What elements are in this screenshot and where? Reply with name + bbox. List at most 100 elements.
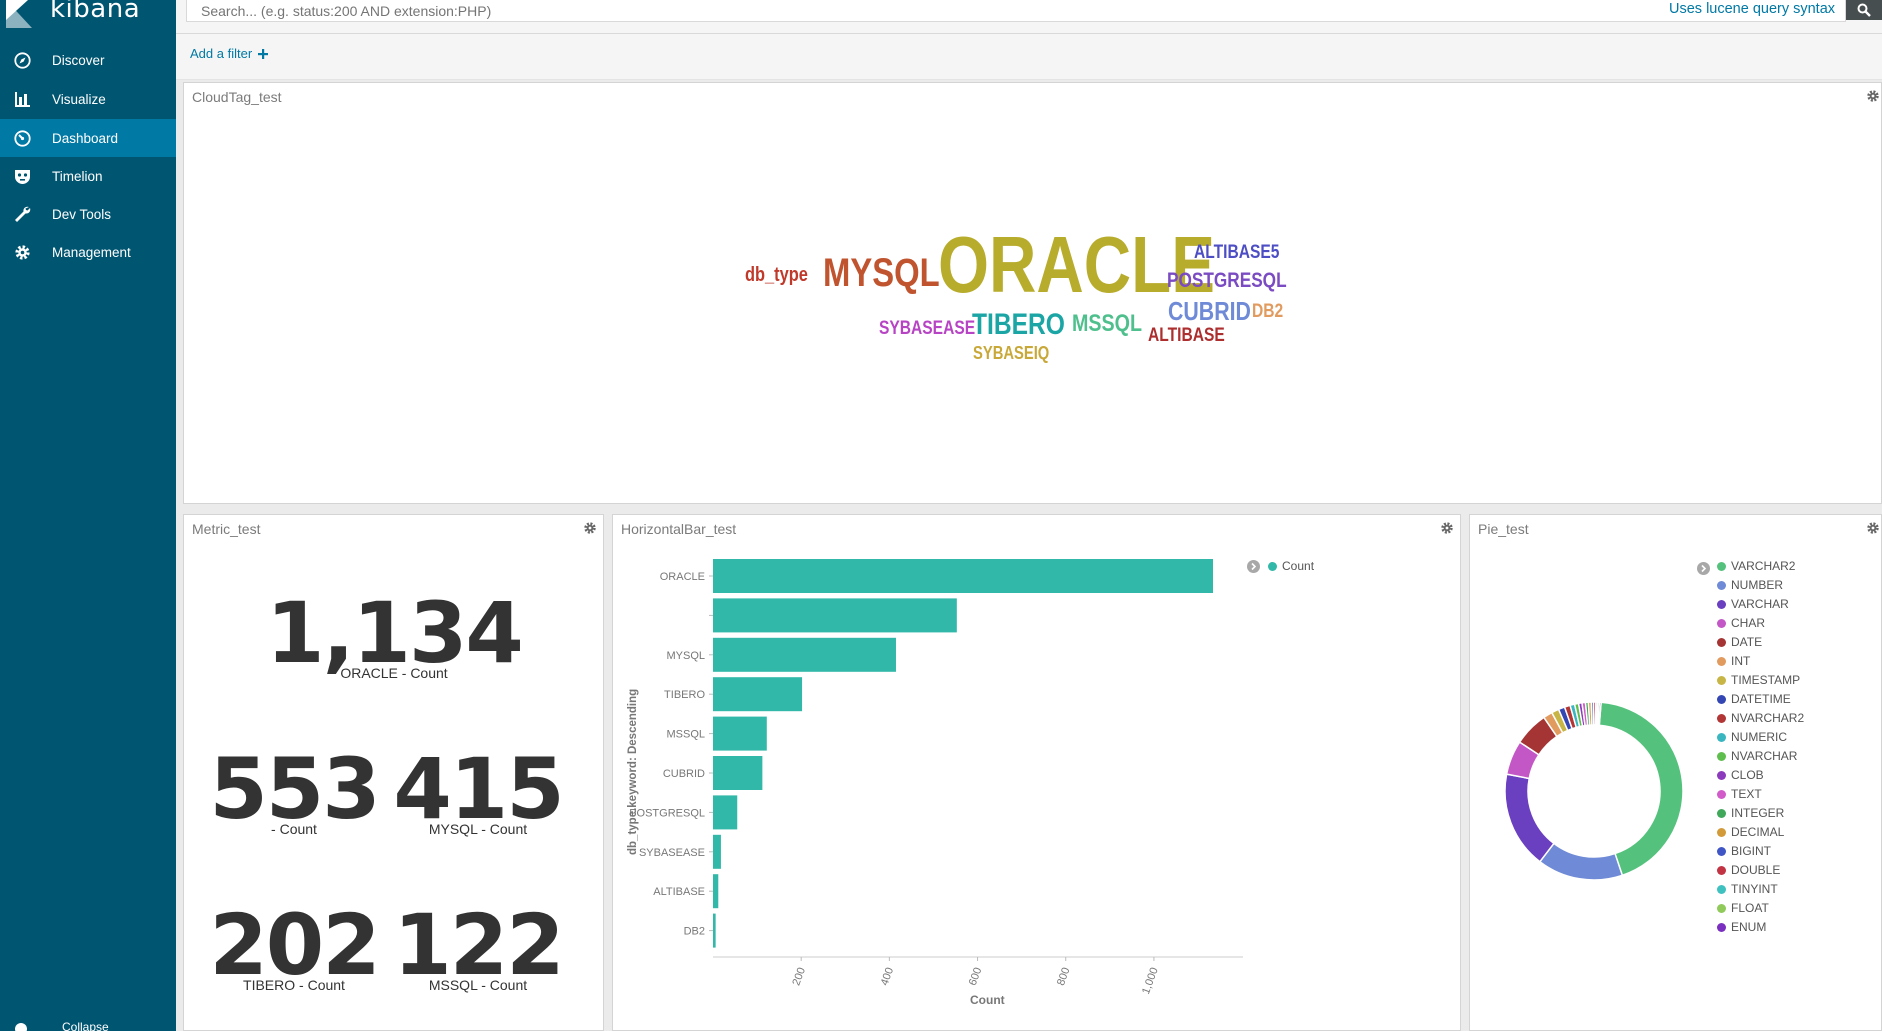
wrench-icon [13,205,31,223]
bar[interactable] [713,874,719,909]
legend-dot [1717,847,1726,856]
query-bar: Uses lucene query syntax [176,0,1882,34]
metric-value: 1,134 [266,584,524,682]
legend-toggle-icon[interactable] [1247,560,1260,573]
legend-item[interactable]: DECIMAL [1717,825,1877,844]
legend-item[interactable]: INTEGER [1717,806,1877,825]
legend-item[interactable]: DOUBLE [1717,863,1877,882]
metric-label: ORACLE - Count [340,665,448,681]
legend-item[interactable]: BIGINT [1717,844,1877,863]
cloud-word[interactable]: SYBASEIQ [973,343,1050,363]
legend-label: ENUM [1731,920,1767,934]
cloud-word[interactable]: ALTIBASE [1148,325,1225,346]
legend-label: INT [1731,654,1751,668]
bar[interactable] [713,795,738,830]
legend-label: NUMBER [1731,578,1784,592]
cloud-word[interactable]: DB2 [1252,301,1284,322]
pie-slice[interactable] [1598,701,1684,877]
bar[interactable] [713,637,896,672]
legend-item[interactable]: INT [1717,654,1877,673]
cloud-word[interactable]: SYBASEASE [879,318,976,339]
y-tick-label: POSTGRESQL [629,807,705,819]
legend-item[interactable]: VARCHAR2 [1717,559,1877,578]
legend-item[interactable]: TIMESTAMP [1717,673,1877,692]
brand-name: kibana [50,0,141,24]
plus-icon [257,49,268,59]
legend-item[interactable]: NUMERIC [1717,730,1877,749]
y-tick-label: MYSQL [666,650,705,662]
legend-item[interactable]: ENUM [1717,920,1877,939]
cloud-panel: CloudTag_test db_type MYSQL ORACLE ALTIB… [183,82,1882,504]
bar[interactable] [713,559,1213,593]
legend-dot [1717,790,1726,799]
bar[interactable] [713,598,957,633]
collapse-button[interactable]: Collapse [10,1018,160,1031]
legend-item[interactable]: DATE [1717,635,1877,654]
legend-item[interactable]: Count [1268,559,1314,573]
bar[interactable] [713,834,721,869]
search-input[interactable] [186,0,1846,22]
legend-item[interactable]: CHAR [1717,616,1877,635]
cloud-word[interactable]: MSSQL [1072,310,1142,337]
cloud-word[interactable]: ALTIBASE5 [1194,242,1280,263]
sidebar-item-discover[interactable]: Discover [0,41,176,79]
panel-gear-icon[interactable] [1866,521,1880,535]
sidebar-item-management[interactable]: Management [0,233,176,271]
sidebar-item-visualize[interactable]: Visualize [0,80,176,118]
metric-label: TIBERO - Count [243,977,345,993]
legend-label: INTEGER [1731,806,1785,820]
kibana-logo[interactable]: kibana [0,0,176,40]
sidebar-item-dashboard[interactable]: Dashboard [0,119,176,157]
bar[interactable] [713,913,716,948]
metric-label: MYSQL - Count [428,821,528,837]
panel-gear-icon[interactable] [1866,89,1880,103]
cloud-word[interactable]: CUBRID [1168,296,1251,326]
x-tick-label: 800 [1055,966,1073,987]
legend-dot [1717,828,1726,837]
legend-item[interactable]: NVARCHAR [1717,749,1877,768]
panel-gear-icon[interactable] [583,521,597,535]
cloud-word[interactable]: db_type [745,264,808,286]
bar[interactable] [713,677,803,712]
legend-item[interactable]: TINYINT [1717,882,1877,901]
sidebar-item-dev-tools[interactable]: Dev Tools [0,195,176,233]
legend-item[interactable]: CLOB [1717,768,1877,787]
legend-item[interactable]: FLOAT [1717,901,1877,920]
panel-gear-icon[interactable] [1440,521,1454,535]
legend-item[interactable]: DATETIME [1717,692,1877,711]
horizontal-bar-panel: HorizontalBar_test ORACLE MYSQL TIBERO MSSQ… [612,514,1461,1031]
legend-label: NUMERIC [1731,730,1787,744]
x-axis-label: Count [970,993,1005,1007]
pie-slice[interactable] [1597,701,1602,727]
legend-item[interactable]: NVARCHAR2 [1717,711,1877,730]
cloud-word[interactable]: ORACLE [938,220,1215,309]
bar[interactable] [713,756,763,790]
x-tick-label: 600 [967,966,985,987]
cloud-word[interactable]: MYSQL [823,251,940,295]
legend-label: FLOAT [1731,901,1769,915]
legend-toggle-icon[interactable] [1697,562,1710,575]
legend-label: NVARCHAR [1731,749,1798,763]
legend-dot [1717,771,1726,780]
sidebar-item-timelion[interactable]: Timelion [0,157,176,195]
legend-label: CHAR [1731,616,1766,630]
legend-item[interactable]: VARCHAR [1717,597,1877,616]
legend-dot [1717,885,1726,894]
metric-value: 553 [209,740,380,838]
kibana-logo-icon [6,0,32,28]
cloud-word[interactable]: POSTGRESQL [1167,269,1287,292]
legend-item[interactable]: TEXT [1717,787,1877,806]
add-filter-button[interactable]: Add a filter [190,46,268,61]
y-tick-label: ORACLE [660,571,705,583]
x-tick-label: 1,000 [1140,966,1161,996]
bar-chart-icon [13,90,31,108]
bar[interactable] [713,716,767,751]
panel-title: HorizontalBar_test [621,521,737,537]
cloud-word[interactable]: TIBERO [972,308,1065,341]
legend-item[interactable]: NUMBER [1717,578,1877,597]
legend-label: DATE [1731,635,1763,649]
pie-slice[interactable] [1538,842,1624,881]
lucene-syntax-link[interactable]: Uses lucene query syntax [1669,1,1836,17]
search-button[interactable] [1846,0,1882,20]
pie-slice[interactable] [1504,773,1555,863]
